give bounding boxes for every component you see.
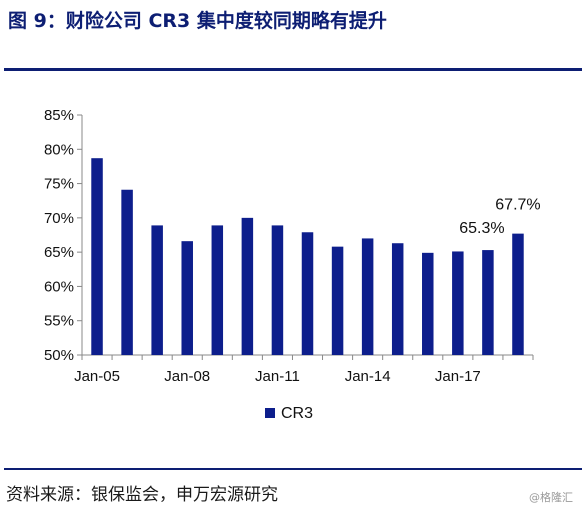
data-label: 65.3% xyxy=(459,220,504,237)
data-label: 67.7% xyxy=(495,197,540,214)
x-tick-label: Jan-08 xyxy=(164,368,210,385)
x-tick-label: Jan-14 xyxy=(345,368,391,385)
chart-title: 图 9：财险公司 CR3 集中度较同期略有提升 xyxy=(8,10,387,32)
x-tick-label: Jan-17 xyxy=(435,368,481,385)
y-tick-label: 85% xyxy=(44,107,74,124)
bar xyxy=(452,251,464,355)
bar xyxy=(331,246,344,355)
bar xyxy=(361,238,374,355)
bar xyxy=(422,252,434,355)
y-tick-label: 75% xyxy=(44,176,74,193)
y-tick-label: 70% xyxy=(44,210,74,227)
bar xyxy=(91,158,103,355)
source-note: 资料来源：银保监会，申万宏源研究 xyxy=(6,485,278,505)
watermark: @格隆汇 xyxy=(529,491,573,504)
bar xyxy=(241,217,254,355)
y-tick-label: 50% xyxy=(44,347,74,364)
y-tick-label: 60% xyxy=(44,278,74,295)
legend-swatch xyxy=(265,408,275,418)
bar xyxy=(391,243,404,355)
bar xyxy=(271,225,284,355)
title-divider xyxy=(4,68,582,71)
y-tick-label: 65% xyxy=(44,244,74,261)
bar xyxy=(121,189,133,355)
bar xyxy=(151,225,163,355)
bar xyxy=(211,225,224,355)
y-tick-label: 55% xyxy=(44,313,74,330)
bar xyxy=(301,232,314,355)
x-tick-label: Jan-11 xyxy=(255,368,300,385)
bar xyxy=(482,250,494,355)
bar xyxy=(181,241,193,355)
x-tick-label: Jan-05 xyxy=(74,368,120,385)
y-tick-label: 80% xyxy=(44,141,74,158)
legend-label: CR3 xyxy=(281,405,313,422)
footer-divider xyxy=(4,468,582,470)
bar xyxy=(512,233,524,355)
bar-chart: 50% 55% 60% 65% 70% 75% 80% 85% Jan-05 Jan-08 Jan-… xyxy=(44,107,541,422)
